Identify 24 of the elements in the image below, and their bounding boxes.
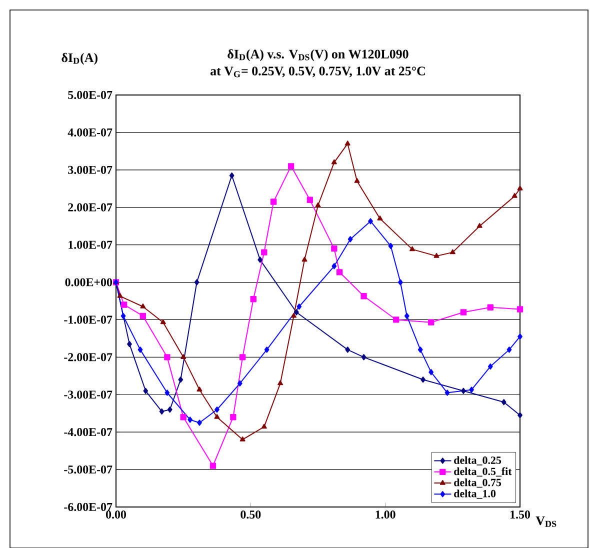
y-tick-label: -3.00E-07 bbox=[64, 390, 112, 399]
y-tick-label: 4.00E-07 bbox=[68, 128, 112, 136]
y-tick-label: 5.00E-07 bbox=[68, 90, 112, 99]
x-tick-label: 0.50 bbox=[240, 510, 261, 518]
y-tick-label: 0.00E+00 bbox=[65, 278, 112, 286]
y-tick-label: -1.00E-07 bbox=[64, 315, 112, 324]
legend-label: delta_0.75 bbox=[454, 478, 502, 488]
chart-subtitle: at V$_{G}$= 0.25V, 0.5V, 0.75V, 1.0V at 25°C bbox=[210, 66, 425, 78]
x-axis-title: V$_{DS}$ bbox=[536, 516, 556, 527]
x-tick-label: 1.00 bbox=[376, 510, 396, 518]
legend-label: delta_1.0 bbox=[454, 489, 496, 499]
x-tick-label: 0.00 bbox=[106, 510, 126, 518]
y-tick-label: -6.00E-07 bbox=[64, 502, 112, 511]
y-tick-label: 1.00E-07 bbox=[68, 240, 112, 249]
y-tick-label: 3.00E-07 bbox=[68, 166, 112, 174]
y-axis-title: δI$_{D}$(A) bbox=[62, 52, 98, 65]
y-tick-label: 2.00E-07 bbox=[68, 203, 112, 212]
y-tick-label: -5.00E-07 bbox=[64, 465, 112, 474]
chart-title: δI$_{D}$(A) v.s. V$_{DS}$(V) on W120L090 bbox=[228, 49, 408, 61]
legend-label: delta_0.5_fit bbox=[454, 467, 512, 476]
y-tick-label: -2.00E-07 bbox=[64, 352, 112, 362]
y-tick-label: -4.00E-07 bbox=[64, 428, 112, 436]
x-tick-label: 1.50 bbox=[510, 510, 530, 518]
legend-label: delta_0.25 bbox=[454, 456, 502, 466]
